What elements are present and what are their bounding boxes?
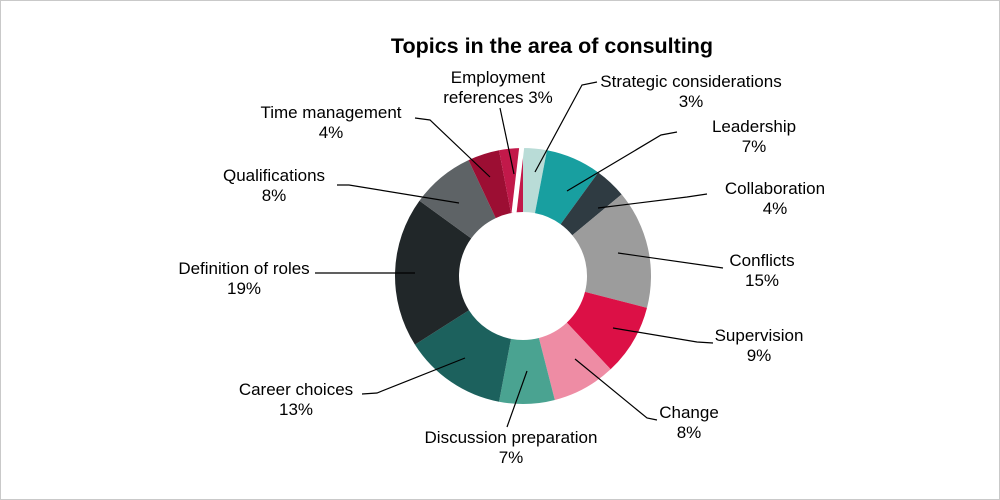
slice-change	[538, 322, 611, 400]
slice-label-time-management: Time management 4%	[260, 103, 401, 142]
chart-title: Topics in the area of consulting	[391, 34, 713, 58]
slice-qualifications	[419, 160, 496, 239]
slice-label-career-choices: Career choices 13%	[239, 380, 353, 419]
leader-line-supervision	[612, 327, 714, 344]
leader-line-leadership	[566, 131, 678, 192]
slice-label-conflicts: Conflicts 15%	[729, 251, 794, 290]
slice-supervision	[566, 291, 647, 370]
leader-line-conflicts	[617, 252, 724, 269]
slice-label-qualifications: Qualifications 8%	[223, 166, 325, 205]
leader-line-time-management	[414, 117, 491, 178]
slice-label-discussion-preparation: Discussion preparation 7%	[425, 428, 598, 467]
slice-label-collaboration: Collaboration 4%	[725, 179, 825, 218]
slice-label-strategic-considerations: Strategic considerations 3%	[600, 72, 781, 111]
slice-label-employment-references: Employment references 3%	[443, 68, 553, 107]
slice-label-supervision: Supervision 9%	[715, 326, 804, 365]
leader-line-discussion-preparation	[506, 370, 528, 428]
leader-line-change	[574, 358, 658, 421]
slice-label-change: Change 8%	[659, 403, 719, 442]
slice-leadership	[534, 150, 599, 225]
leader-line-qualifications	[337, 184, 460, 204]
slice-labels-group: Strategic considerations 3% Leadership 7% Co…	[178, 68, 825, 467]
leader-lines-group	[315, 81, 724, 428]
leader-line-strategic-considerations	[534, 81, 598, 173]
leader-line-career-choices	[361, 357, 466, 395]
leader-line-employment-references	[499, 107, 515, 175]
slices-group	[395, 144, 652, 404]
slice-collaboration	[560, 172, 622, 236]
slice-label-definition-of-roles: Definition of roles 19%	[178, 259, 309, 298]
slice-strategic-considerations	[523, 148, 547, 214]
slice-career-choices	[414, 310, 512, 402]
slice-definition-of-roles	[395, 200, 472, 345]
slice-divider	[511, 144, 525, 214]
slice-conflicts	[572, 194, 652, 308]
leader-line-collaboration	[597, 193, 708, 209]
slice-label-leadership: Leadership 7%	[712, 117, 796, 156]
